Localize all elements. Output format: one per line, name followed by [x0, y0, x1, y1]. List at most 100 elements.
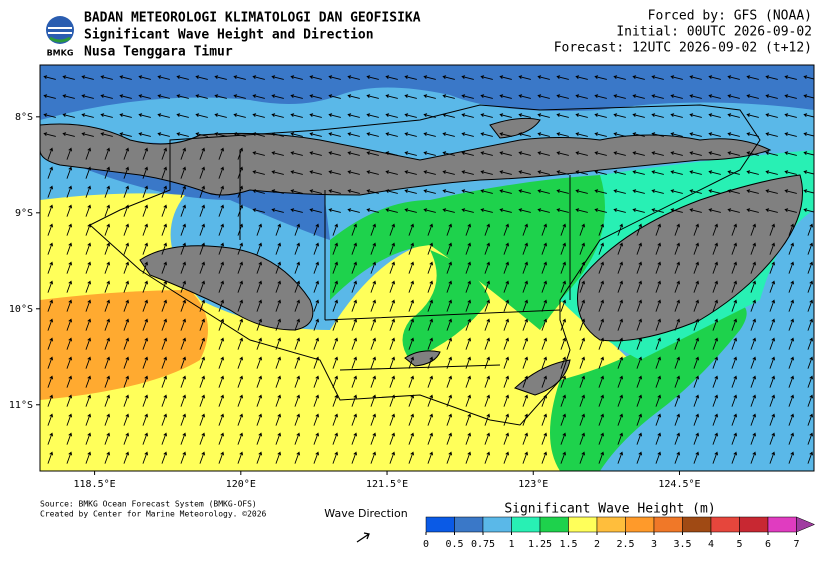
arrow: [180, 413, 187, 426]
arrow: [712, 394, 719, 407]
arrow: [161, 280, 168, 293]
source: Source: BMKG Ocean Forecast System (BMKG…: [40, 500, 257, 509]
arrow: [138, 132, 151, 137]
arrow: [366, 151, 379, 156]
arrow: [541, 413, 548, 426]
arrow: [636, 394, 643, 407]
arrow: [480, 113, 493, 118]
arrow: [180, 318, 187, 331]
arrow: [347, 132, 360, 137]
arrow: [769, 223, 776, 236]
arrow: [788, 318, 795, 331]
arrow: [385, 151, 398, 156]
arrow: [575, 113, 588, 118]
arrow: [370, 356, 377, 369]
arrow: [347, 170, 360, 175]
arrow: [81, 113, 94, 118]
colorbar-tick-label: 0.5: [445, 539, 463, 550]
arrow: [332, 242, 339, 255]
arrow: [765, 75, 778, 80]
arrow: [655, 280, 662, 293]
arrow: [617, 318, 624, 331]
arrow: [161, 432, 168, 445]
colorbar-tick-label: 4: [708, 539, 714, 550]
arrow: [104, 204, 111, 217]
arrow: [537, 113, 550, 118]
arrow: [708, 151, 721, 156]
arrow: [731, 280, 738, 293]
arrow: [731, 299, 738, 312]
arrow: [560, 261, 567, 274]
arrow: [256, 318, 263, 331]
arrow: [157, 113, 170, 118]
arrow: [442, 151, 455, 156]
arrow: [693, 223, 700, 236]
arrow: [484, 375, 491, 388]
arrow: [256, 242, 263, 255]
arrow: [807, 451, 814, 464]
arrow: [632, 132, 645, 137]
arrow: [85, 356, 92, 369]
colorbar-tick-label: 2: [594, 539, 600, 550]
arrow: [788, 337, 795, 350]
arrow: [138, 94, 151, 99]
arrow: [727, 75, 740, 80]
arrow: [636, 280, 643, 293]
arrow: [560, 242, 567, 255]
arrow: [689, 132, 702, 137]
arrow: [47, 432, 54, 445]
arrow: [617, 413, 624, 426]
arrow: [674, 451, 681, 464]
arrow: [123, 166, 130, 179]
arrow: [351, 451, 358, 464]
arrow: [370, 318, 377, 331]
arrow: [199, 299, 206, 312]
arrow: [442, 189, 455, 194]
arrow: [104, 223, 111, 236]
arrow: [100, 132, 113, 137]
arrow: [499, 132, 512, 137]
arrow: [769, 299, 776, 312]
arrow: [727, 132, 740, 137]
arrow: [446, 413, 453, 426]
arrow: [465, 280, 472, 293]
arrow: [556, 132, 569, 137]
arrow: [655, 261, 662, 274]
arrow: [651, 189, 664, 194]
arrow: [560, 356, 567, 369]
arrow: [632, 94, 645, 99]
arrow: [294, 299, 301, 312]
arrow: [180, 185, 187, 198]
arrow: [446, 299, 453, 312]
arrow: [142, 242, 149, 255]
arrow: [176, 132, 189, 137]
arrow: [636, 375, 643, 388]
arrow: [769, 318, 776, 331]
arrow: [689, 113, 702, 118]
arrow: [275, 375, 282, 388]
arrow: [351, 356, 358, 369]
arrow: [674, 242, 681, 255]
lon-tick-label: 124.5°E: [658, 479, 700, 490]
arrow: [575, 170, 588, 175]
arrow: [233, 113, 246, 118]
arrow: [427, 375, 434, 388]
arrow: [370, 413, 377, 426]
arrow: [636, 451, 643, 464]
arrow: [195, 94, 208, 99]
arrow: [750, 318, 757, 331]
arrow: [807, 432, 814, 445]
arrow: [693, 299, 700, 312]
arrow: [746, 170, 759, 175]
arrow: [446, 318, 453, 331]
arrow: [176, 113, 189, 118]
arrow: [693, 242, 700, 255]
arrow: [142, 166, 149, 179]
colorbar-bin: [653, 516, 683, 533]
arrow: [484, 432, 491, 445]
arrow: [104, 299, 111, 312]
arrow: [689, 94, 702, 99]
arrow: [651, 132, 664, 137]
arrow: [750, 413, 757, 426]
arrow: [294, 356, 301, 369]
